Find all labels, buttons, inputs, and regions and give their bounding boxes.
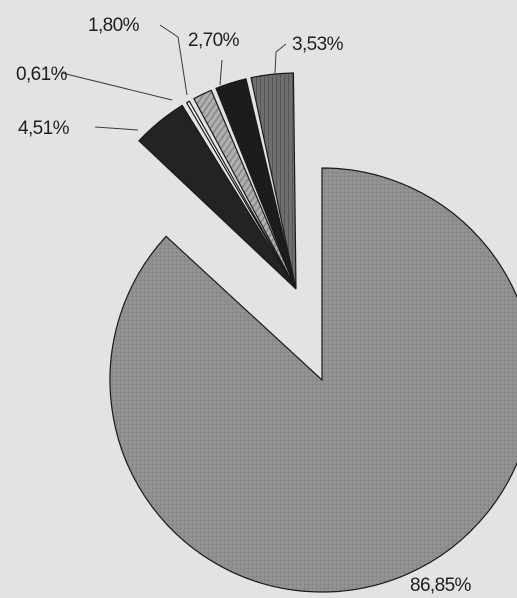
slice-label-2-70: 2,70% xyxy=(188,30,240,51)
slice-label-86-85: 86,85% xyxy=(410,575,472,596)
slice-label-3-53: 3,53% xyxy=(292,34,344,55)
pie-slice-86-85 xyxy=(109,167,517,593)
pie-slice-3-53 xyxy=(250,72,297,290)
leader-line-2-70 xyxy=(219,59,223,86)
pie-slice-1-80 xyxy=(193,89,297,290)
pie-slice-0-61 xyxy=(185,100,297,290)
label-leader-lines xyxy=(61,24,287,131)
pie-slices xyxy=(109,72,517,593)
pie-slice-2-70 xyxy=(215,78,297,290)
leader-line-3-53 xyxy=(274,43,287,74)
slice-labels: 86,85% 4,51% 0,61% 1,80% 2,70% 3,53% xyxy=(16,15,472,596)
slice-label-0-61: 0,61% xyxy=(16,64,68,85)
leader-line-4-51 xyxy=(94,126,139,131)
leader-line-0-61 xyxy=(61,72,173,101)
slice-label-1-80: 1,80% xyxy=(88,15,140,36)
pie-slice-4-51 xyxy=(138,104,297,290)
leader-line-1-80 xyxy=(159,24,188,96)
slice-label-4-51: 4,51% xyxy=(18,118,70,139)
